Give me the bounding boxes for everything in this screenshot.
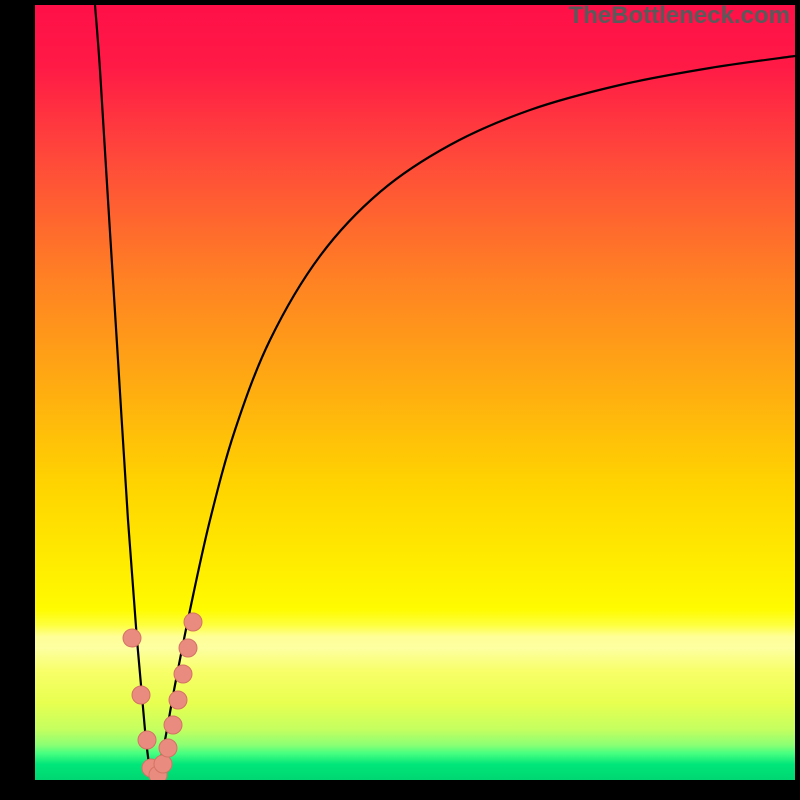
chart-background-gradient: [0, 0, 800, 800]
watermark-text: TheBottleneck.com: [569, 2, 790, 30]
bottleneck-chart: TheBottleneck.com: [0, 0, 800, 800]
